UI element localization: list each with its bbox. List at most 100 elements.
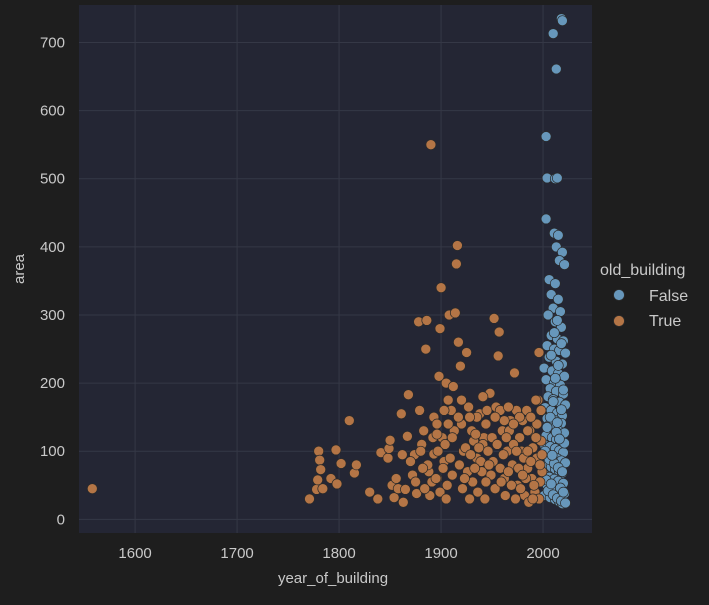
- y-tick-label: 600: [40, 103, 65, 120]
- data-point-true: [481, 405, 493, 416]
- data-point-false: [546, 449, 558, 461]
- data-point-true: [472, 486, 484, 498]
- data-point-true: [465, 449, 476, 461]
- y-axis-label: area: [11, 253, 28, 284]
- data-point-true: [364, 486, 376, 498]
- data-point-true: [480, 418, 492, 430]
- data-point-true: [464, 493, 475, 505]
- data-point-true: [510, 493, 521, 505]
- data-point-true: [461, 347, 472, 358]
- data-point-true: [525, 456, 537, 467]
- data-point-true: [343, 415, 355, 426]
- data-point-true: [331, 478, 343, 490]
- data-point-true: [452, 240, 463, 251]
- data-point-true: [430, 473, 442, 484]
- data-point-true: [417, 462, 429, 474]
- data-point-false: [547, 396, 559, 407]
- data-point-true: [420, 343, 432, 355]
- data-point-true: [444, 452, 456, 464]
- data-point-true: [493, 326, 505, 338]
- data-point-true: [511, 445, 522, 457]
- data-point-true: [433, 370, 445, 382]
- data-point-true: [470, 428, 482, 440]
- x-tick-label: 1600: [118, 545, 151, 562]
- data-point-true: [492, 350, 504, 362]
- data-point-true: [415, 445, 427, 457]
- legend: old_building False True: [600, 262, 688, 330]
- data-point-true: [533, 347, 545, 358]
- data-point-true: [312, 474, 324, 486]
- data-point-true: [459, 473, 470, 484]
- y-tick-label: 100: [40, 443, 65, 460]
- data-point-true: [402, 430, 413, 442]
- data-point-true: [514, 411, 525, 423]
- data-point-false: [551, 172, 563, 184]
- data-point-true: [531, 418, 543, 430]
- data-point-true: [482, 445, 494, 457]
- data-point-true: [469, 462, 481, 474]
- data-point-true: [384, 434, 396, 446]
- data-point-false: [547, 28, 559, 39]
- data-point-true: [314, 454, 326, 466]
- data-point-true: [509, 367, 520, 379]
- data-point-true: [86, 483, 98, 495]
- legend-entry-true: True: [649, 313, 681, 330]
- series-true: [86, 139, 548, 508]
- data-point-true: [405, 456, 416, 467]
- data-point-true: [522, 445, 534, 457]
- data-point-true: [489, 483, 501, 495]
- data-point-true: [500, 432, 512, 443]
- data-point-true: [315, 464, 327, 475]
- legend-title: old_building: [600, 262, 685, 279]
- data-point-false: [549, 372, 561, 384]
- data-point-true: [438, 405, 450, 416]
- data-point-true: [431, 428, 443, 440]
- data-point-true: [388, 492, 400, 503]
- data-point-true: [483, 459, 495, 471]
- data-point-true: [451, 258, 462, 270]
- data-point-true: [464, 411, 475, 423]
- data-point-true: [517, 469, 528, 481]
- data-point-true: [435, 282, 447, 294]
- data-point-false: [556, 338, 567, 349]
- data-point-true: [508, 418, 519, 430]
- data-point-false: [559, 370, 570, 382]
- data-point-true: [535, 405, 547, 416]
- data-point-true: [419, 483, 431, 495]
- data-point-true: [425, 139, 437, 151]
- data-point-true: [446, 469, 458, 481]
- data-point-true: [528, 479, 540, 491]
- y-tick-label: 700: [40, 34, 65, 51]
- data-point-true: [453, 336, 464, 348]
- data-point-true: [515, 483, 526, 495]
- data-point-true: [525, 411, 537, 423]
- data-point-false: [552, 293, 564, 305]
- legend-entry-false: False: [649, 288, 688, 305]
- legend-marker-true: [613, 315, 625, 327]
- data-point-true: [414, 405, 425, 416]
- data-point-true: [449, 307, 461, 319]
- data-point-true: [335, 458, 347, 469]
- data-point-true: [453, 411, 464, 423]
- data-point-true: [432, 445, 444, 457]
- data-point-true: [440, 493, 452, 505]
- data-point-true: [317, 483, 329, 495]
- data-point-true: [304, 493, 315, 505]
- data-point-true: [536, 449, 548, 461]
- data-point-true: [446, 432, 458, 443]
- data-point-true: [457, 483, 468, 495]
- data-point-true: [477, 391, 489, 403]
- data-point-true: [498, 415, 510, 426]
- data-point-true: [527, 493, 539, 505]
- data-point-false: [548, 327, 560, 339]
- data-point-true: [514, 432, 525, 443]
- data-point-false: [556, 404, 567, 416]
- data-point-false: [551, 315, 563, 326]
- data-point-false: [550, 63, 562, 75]
- data-point-false: [557, 15, 568, 27]
- y-tick-label: 500: [40, 171, 65, 188]
- legend-marker-false: [613, 289, 625, 301]
- data-point-true: [530, 432, 542, 443]
- y-tick-label: 200: [40, 375, 65, 392]
- data-point-true: [488, 313, 500, 324]
